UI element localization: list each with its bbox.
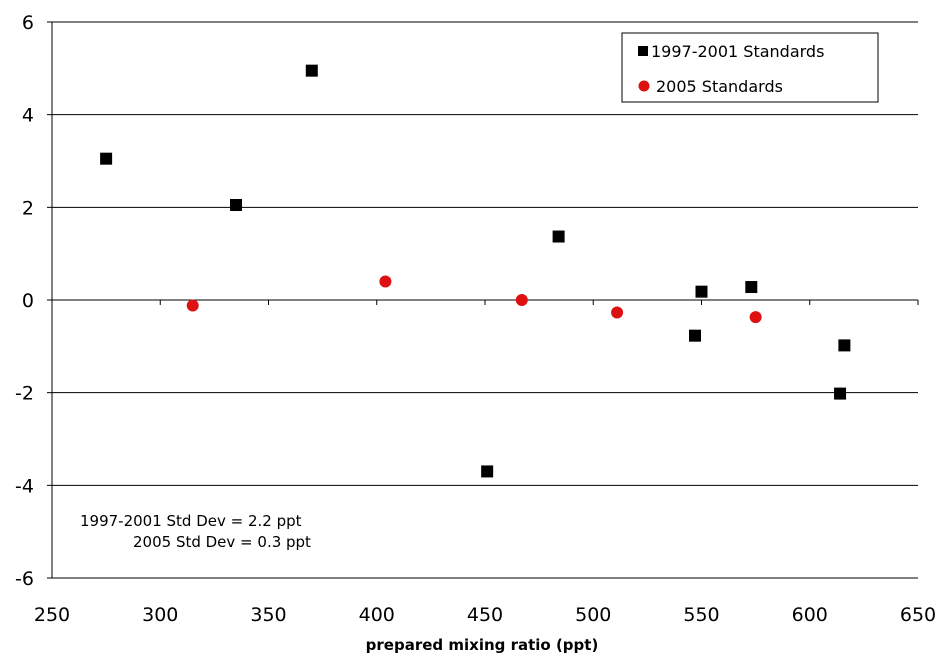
data-point-square — [481, 465, 494, 478]
legend-box — [621, 32, 879, 103]
annotation-text: 1997-2001 Std Dev = 2.2 ppt — [80, 512, 302, 530]
x-tick-label: 650 — [900, 604, 936, 626]
x-axis-label: prepared mixing ratio (ppt) — [366, 636, 599, 654]
data-point-square — [305, 64, 318, 77]
data-point-circle — [611, 306, 624, 319]
x-tick-label: 250 — [34, 604, 70, 626]
legend: 1997-2001 Standards 2005 Standards — [621, 32, 879, 103]
x-tick-label: 300 — [142, 604, 178, 626]
data-point-circle — [186, 299, 199, 312]
y-tick-label: 6 — [22, 12, 34, 34]
data-points — [100, 64, 851, 478]
y-tick-label: -4 — [15, 475, 34, 497]
data-point-square — [230, 199, 243, 212]
y-tick-label: -2 — [15, 383, 34, 405]
data-point-square — [834, 387, 847, 400]
y-tick-label: 2 — [22, 197, 34, 219]
y-tick-label: 4 — [22, 105, 34, 127]
x-tick-label: 400 — [359, 604, 395, 626]
data-point-circle — [515, 294, 528, 306]
data-point-square — [745, 281, 758, 294]
data-point-circle — [379, 275, 392, 288]
data-point-square — [552, 230, 565, 243]
x-tick-label: 600 — [792, 604, 828, 626]
x-tick-label: 350 — [250, 604, 286, 626]
legend-marker-circle — [638, 80, 650, 92]
data-point-square — [100, 152, 113, 165]
legend-entry-label: 2005 Standards — [656, 77, 783, 96]
y-tick-label: 0 — [22, 290, 34, 312]
axes — [47, 21, 919, 579]
x-tick-label: 500 — [575, 604, 611, 626]
data-point-circle — [749, 311, 762, 324]
legend-entry-label: 1997-2001 Standards — [651, 42, 824, 61]
data-point-square — [695, 285, 708, 298]
y-tick-label: -6 — [15, 568, 34, 590]
tick-labels: -6 -4 -2 0 2 4 6 250 300 350 400 450 500 550 600 650 — [15, 12, 936, 626]
x-tick-label: 550 — [683, 604, 719, 626]
legend-marker-square — [638, 46, 648, 56]
std-dev-annotations: 1997-2001 Std Dev = 2.2 ppt 2005 Std Dev… — [80, 512, 311, 551]
data-point-square — [838, 339, 851, 352]
data-point-square — [689, 329, 702, 342]
annotation-text: 2005 Std Dev = 0.3 ppt — [133, 533, 311, 551]
x-tick-label: 450 — [467, 604, 503, 626]
